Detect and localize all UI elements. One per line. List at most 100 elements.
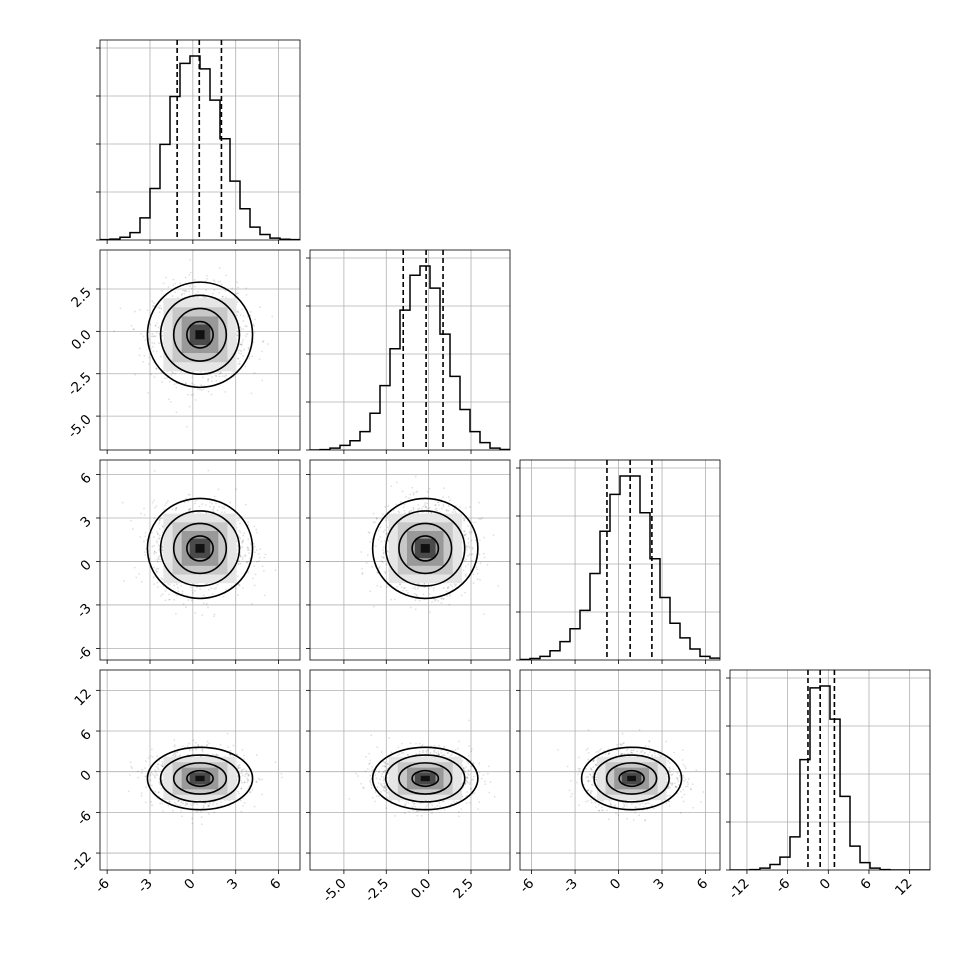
sample-point (207, 469, 210, 472)
sample-point (451, 585, 454, 588)
contour-line (384, 510, 466, 587)
sample-point (415, 593, 418, 596)
sample-point (193, 285, 196, 288)
sample-point (216, 509, 219, 512)
sample-point (183, 501, 186, 504)
sample-point (164, 599, 167, 602)
sample-point (160, 764, 163, 767)
sample-point (153, 470, 156, 472)
sample-point (241, 343, 243, 346)
sample-point (403, 503, 406, 506)
panel-frame (99, 249, 301, 451)
sample-point (161, 763, 164, 765)
sample-point (153, 583, 156, 585)
sample-point (453, 583, 456, 586)
sample-point (241, 748, 244, 751)
sample-point (217, 488, 220, 491)
panel-frame (99, 39, 301, 241)
sample-point (428, 611, 431, 614)
sample-point (387, 515, 389, 518)
sample-point (239, 555, 242, 558)
sample-point (168, 380, 171, 383)
sample-point (225, 374, 228, 377)
sample-point (174, 509, 177, 512)
sample-point (247, 570, 250, 573)
sample-point (442, 496, 444, 498)
sample-point (218, 267, 221, 270)
sample-point (170, 374, 173, 376)
sample-point (255, 528, 258, 531)
sample-point (173, 383, 176, 386)
sample-point (424, 505, 427, 508)
sample-point (138, 573, 141, 575)
sample-point (206, 740, 209, 743)
histogram-panel-1 (306, 249, 511, 454)
sample-point (251, 788, 254, 791)
sample-point (198, 388, 201, 391)
sample-point (430, 511, 432, 514)
sample-point (213, 495, 216, 498)
sample-point (360, 551, 363, 553)
sample-point (261, 379, 264, 382)
sample-point (204, 802, 207, 805)
sample-point (397, 510, 400, 513)
contour-line (186, 320, 214, 349)
sample-point (221, 295, 224, 298)
sample-point (191, 382, 193, 385)
sample-point (247, 521, 250, 524)
sample-point (259, 548, 262, 551)
sample-point (431, 600, 433, 603)
sample-point (236, 526, 238, 529)
sample-point (218, 292, 221, 294)
sample-point (133, 310, 136, 313)
sample-point (211, 593, 214, 595)
sample-point (467, 545, 470, 547)
sample-point (416, 490, 419, 493)
sample-point (219, 280, 222, 283)
sample-point (197, 511, 200, 514)
sample-point (217, 754, 220, 757)
sample-point (220, 511, 223, 514)
sample-point (434, 504, 437, 506)
sample-point (158, 537, 161, 540)
sample-point (154, 324, 157, 327)
sample-point (188, 508, 191, 511)
sample-point (446, 587, 449, 589)
sample-point (156, 540, 158, 542)
sample-point (133, 566, 136, 569)
sample-point (153, 499, 155, 502)
sample-point (448, 595, 451, 597)
sample-point (399, 583, 401, 586)
sample-point (387, 550, 389, 553)
sample-point (250, 392, 253, 395)
sample-point (207, 380, 209, 383)
sample-point (155, 772, 158, 775)
sample-point (204, 583, 207, 586)
sample-point (244, 775, 247, 778)
sample-point (161, 549, 164, 552)
sample-point (474, 521, 476, 524)
sample-point (460, 594, 463, 597)
sample-point (152, 350, 155, 352)
sample-point (184, 276, 187, 279)
sample-point (442, 505, 445, 508)
sample-point (249, 557, 251, 560)
sample-point (238, 352, 241, 355)
sample-point (158, 521, 161, 524)
histogram-step (310, 265, 510, 450)
sample-point (156, 581, 159, 584)
sample-point (447, 587, 450, 589)
panel-frame (309, 249, 511, 451)
sample-point (162, 810, 164, 813)
contour-line (172, 522, 228, 575)
sample-point (165, 276, 167, 279)
sample-point (164, 589, 167, 592)
sample-point (157, 567, 160, 570)
sample-point (158, 342, 160, 345)
sample-point (206, 743, 209, 746)
sample-point (194, 741, 197, 744)
sample-point (153, 536, 155, 538)
sample-point (140, 580, 143, 583)
sample-point (478, 553, 481, 556)
sample-point (182, 289, 184, 292)
